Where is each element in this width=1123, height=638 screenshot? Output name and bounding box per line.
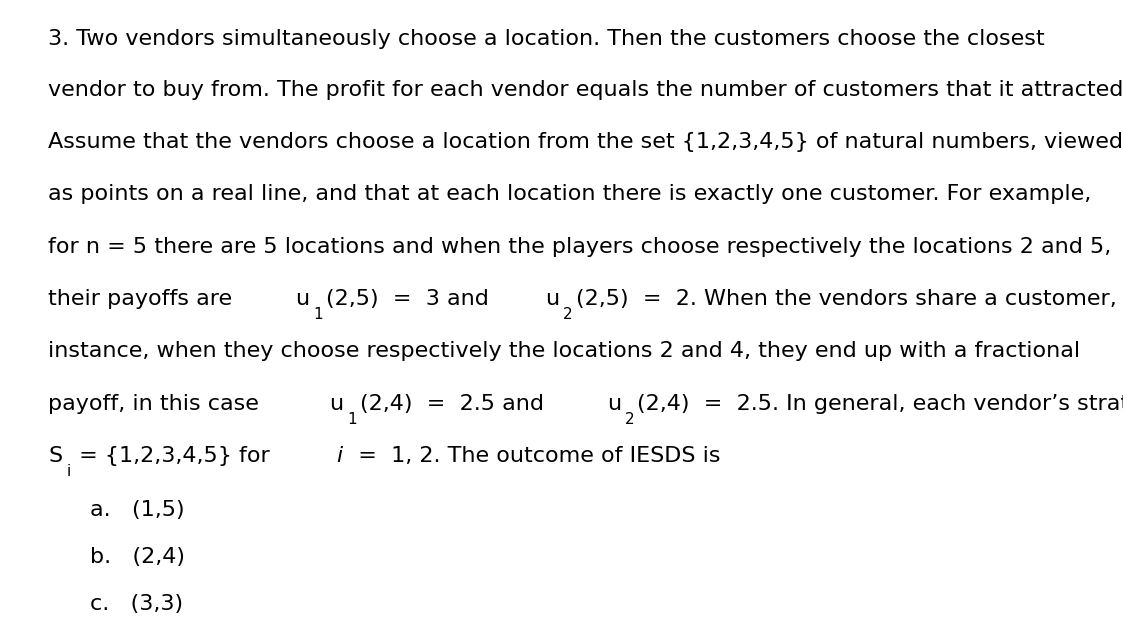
- Text: Assume that the vendors choose a location from the set {1,2,3,4,5} of natural nu: Assume that the vendors choose a locatio…: [48, 132, 1123, 152]
- Text: (2,5)  =  3 and: (2,5) = 3 and: [326, 289, 495, 309]
- Text: u: u: [295, 289, 309, 309]
- Text: u: u: [545, 289, 559, 309]
- Text: (2,4)  =  2.5. In general, each vendor’s strategy set is: (2,4) = 2.5. In general, each vendor’s s…: [638, 394, 1123, 413]
- Text: instance, when they choose respectively the locations 2 and 4, they end up with : instance, when they choose respectively …: [48, 341, 1080, 361]
- Text: u: u: [329, 394, 344, 413]
- Text: their payoffs are: their payoffs are: [48, 289, 239, 309]
- Text: as points on a real line, and that at each location there is exactly one custome: as points on a real line, and that at ea…: [48, 184, 1092, 204]
- Text: 3. Two vendors simultaneously choose a location. Then the customers choose the c: 3. Two vendors simultaneously choose a l…: [48, 29, 1044, 48]
- Text: (2,5)  =  2. When the vendors share a customer, for: (2,5) = 2. When the vendors share a cust…: [576, 289, 1123, 309]
- Text: c.   (3,3): c. (3,3): [90, 594, 183, 614]
- Text: u: u: [606, 394, 621, 413]
- Text: 2: 2: [564, 307, 573, 322]
- Text: (2,4)  =  2.5 and: (2,4) = 2.5 and: [360, 394, 551, 413]
- Text: = {1,2,3,4,5} for: = {1,2,3,4,5} for: [72, 446, 277, 466]
- Text: payoff, in this case: payoff, in this case: [48, 394, 266, 413]
- Text: vendor to buy from. The profit for each vendor equals the number of customers th: vendor to buy from. The profit for each …: [48, 80, 1123, 100]
- Text: i: i: [337, 446, 343, 466]
- Text: a.   (1,5): a. (1,5): [90, 500, 184, 519]
- Text: for n = 5 there are 5 locations and when the players choose respectively the loc: for n = 5 there are 5 locations and when…: [48, 237, 1112, 256]
- Text: =  1, 2. The outcome of IESDS is: = 1, 2. The outcome of IESDS is: [345, 446, 721, 466]
- Text: 1: 1: [348, 412, 357, 427]
- Text: 2: 2: [626, 412, 634, 427]
- Text: S: S: [48, 446, 63, 466]
- Text: b.   (2,4): b. (2,4): [90, 547, 185, 567]
- Text: 1: 1: [313, 307, 323, 322]
- Text: i: i: [66, 464, 71, 479]
